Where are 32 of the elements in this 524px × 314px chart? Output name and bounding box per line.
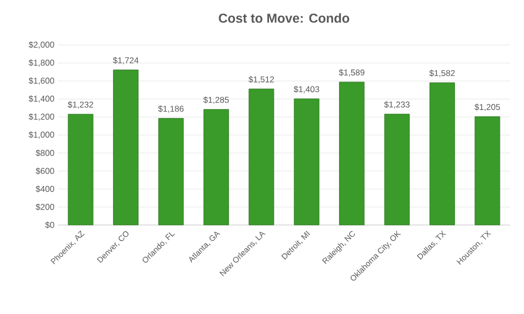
y-tick-label: $200 (36, 204, 54, 210)
y-tick-label: $1,000 (28, 131, 54, 139)
bar (158, 118, 184, 226)
y-tick-label: $600 (36, 168, 54, 174)
bar (204, 109, 229, 226)
data-label: $1,724 (112, 56, 139, 64)
data-label: $1,403 (294, 86, 320, 94)
y-tick-label: $1,800 (28, 59, 54, 67)
y-tick-label: $800 (36, 150, 54, 156)
y-tick-label: $1,400 (28, 95, 54, 103)
y-tick-label: $0 (45, 222, 54, 228)
chart-title: Cost to Move: Condo (218, 13, 350, 23)
data-label: $1,589 (338, 69, 364, 76)
data-label: $1,233 (384, 101, 410, 109)
data-label: $1,285 (203, 96, 229, 104)
bar (384, 114, 410, 226)
y-tick-label: $1,600 (28, 77, 54, 85)
bar (248, 88, 274, 226)
bar (339, 82, 365, 226)
bar (113, 70, 139, 226)
y-tick-label: $2,000 (28, 41, 54, 49)
bar (68, 114, 94, 226)
bar (430, 82, 455, 226)
data-label: $1,512 (248, 76, 274, 84)
data-label: $1,205 (474, 104, 500, 112)
bar (294, 98, 320, 226)
y-tick-label: $400 (36, 186, 54, 192)
y-tick-label: $1,200 (28, 113, 54, 121)
data-label: $1,232 (68, 101, 94, 109)
data-label: $1,582 (429, 70, 455, 78)
data-label: $1,186 (158, 105, 184, 113)
bar (474, 116, 500, 226)
